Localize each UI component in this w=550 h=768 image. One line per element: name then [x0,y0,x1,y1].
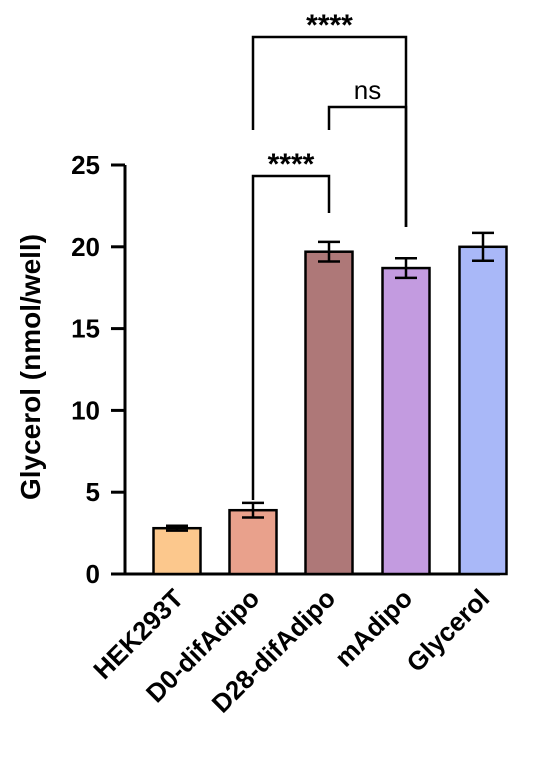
y-tick-label: 25 [71,150,100,180]
significance-bracket [251,174,331,500]
y-axis-ticks: 0 5 10 15 20 25 [71,150,125,589]
bar [228,508,278,576]
y-tick-label: 15 [71,314,100,344]
bar [381,266,431,576]
bar [152,526,202,576]
significance-label: ns [354,75,381,105]
y-axis-label: Glycerol (nmol/well) [15,234,46,500]
bar [304,250,354,576]
y-tick-label: 0 [86,559,100,589]
category-label: Glycerol [400,583,495,678]
category-labels: HEK293TD0-difAdipoD28-difAdipomAdipoGlyc… [87,583,495,719]
error-bars [166,231,494,532]
significance-bracket [251,35,408,227]
bar [458,245,508,576]
significance-brackets: **** ns **** [251,9,408,500]
significance-bracket [327,105,408,227]
significance-label: **** [306,9,353,42]
y-tick-label: 10 [71,395,100,425]
significance-label: **** [268,148,315,181]
bars [152,245,508,576]
y-tick-label: 20 [71,232,100,262]
y-tick-label: 5 [86,477,100,507]
